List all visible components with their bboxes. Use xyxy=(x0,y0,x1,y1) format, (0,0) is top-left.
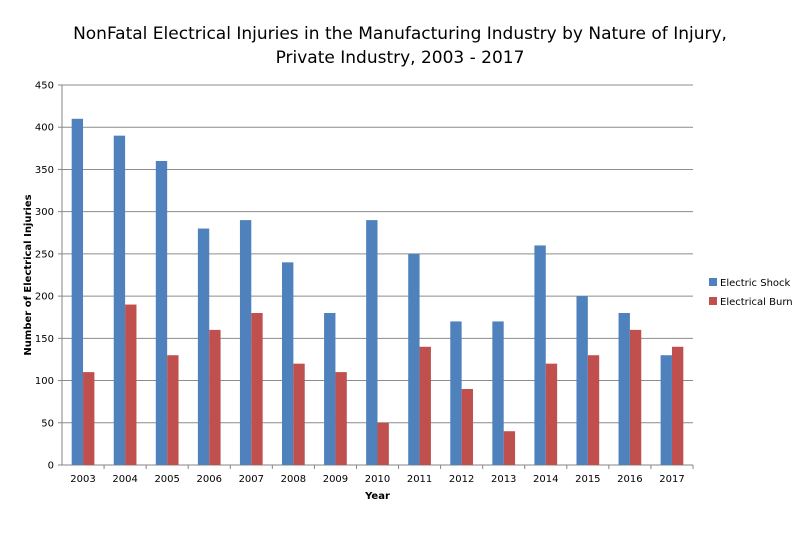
chart-title: NonFatal Electrical Injuries in the Manu… xyxy=(73,24,727,68)
bar-electrical-burn xyxy=(419,346,431,465)
bar-electric-shock xyxy=(197,228,210,465)
bar-electrical-burn xyxy=(461,389,473,465)
x-tick-label: 2004 xyxy=(112,474,137,485)
x-tick-label: 2015 xyxy=(575,474,600,485)
y-tick-label: 200 xyxy=(35,292,54,303)
bar-electrical-burn xyxy=(545,363,558,465)
bar-electric-shock xyxy=(71,118,84,466)
bar-electric-shock xyxy=(282,262,294,465)
bar-electrical-burn xyxy=(125,304,137,465)
legend-label: Electric Shock xyxy=(720,278,791,289)
x-tick-label: 2008 xyxy=(281,474,306,485)
bar-electrical-burn xyxy=(167,355,179,465)
bar-electric-shock xyxy=(113,135,126,465)
x-tick-label: 2011 xyxy=(407,474,432,485)
x-tick-label: 2005 xyxy=(154,474,179,485)
bar-electric-shock xyxy=(534,245,546,465)
bar-electrical-burn xyxy=(629,329,642,465)
bar-electrical-burn xyxy=(293,363,305,465)
y-tick-label: 350 xyxy=(35,165,54,176)
y-axis-label: Number of Electrical Injuries xyxy=(23,194,34,355)
bar-electric-shock xyxy=(155,161,168,465)
y-tick-label: 300 xyxy=(35,207,54,218)
x-tick-label: 2007 xyxy=(239,474,264,485)
x-tick-label: 2009 xyxy=(323,474,348,485)
x-tick-label: 2006 xyxy=(197,474,222,485)
x-tick-label: 2016 xyxy=(617,474,642,485)
x-axis-label: Year xyxy=(364,491,390,502)
legend-swatch xyxy=(709,278,717,286)
x-tick-label: 2010 xyxy=(365,474,390,485)
bar-electric-shock xyxy=(450,321,462,465)
y-tick-label: 400 xyxy=(35,123,54,134)
bar-electric-shock xyxy=(618,313,630,465)
x-tick-label: 2014 xyxy=(533,474,558,485)
bar-electrical-burn xyxy=(377,422,389,465)
x-tick-label: 2017 xyxy=(659,474,684,485)
x-tick-label: 2012 xyxy=(449,474,474,485)
bar-electrical-burn xyxy=(251,313,263,465)
bar-electrical-burn xyxy=(503,431,516,465)
bar-electrical-burn xyxy=(671,346,684,465)
bar-electric-shock xyxy=(366,220,378,465)
bar-electric-shock xyxy=(660,355,672,465)
legend-label: Electrical Burn xyxy=(720,297,793,308)
y-tick-label: 100 xyxy=(35,376,54,387)
y-tick-label: 150 xyxy=(35,334,54,345)
x-tick-label: 2013 xyxy=(491,474,516,485)
bar-electrical-burn xyxy=(335,372,347,465)
legend-swatch xyxy=(709,297,717,305)
bar-electrical-burn xyxy=(587,355,600,465)
bar-electrical-burn xyxy=(209,329,221,465)
y-tick-label: 250 xyxy=(35,249,54,260)
bar-electric-shock xyxy=(239,220,252,465)
y-tick-label: 50 xyxy=(41,418,54,429)
x-tick-label: 2003 xyxy=(70,474,95,485)
y-tick-label: 450 xyxy=(35,81,54,92)
bar-electric-shock xyxy=(408,253,420,465)
bar-electric-shock xyxy=(576,296,588,465)
bar-electric-shock xyxy=(492,321,504,465)
bar-electric-shock xyxy=(324,313,336,465)
bar-electrical-burn xyxy=(83,372,95,465)
y-tick-label: 0 xyxy=(48,461,54,472)
